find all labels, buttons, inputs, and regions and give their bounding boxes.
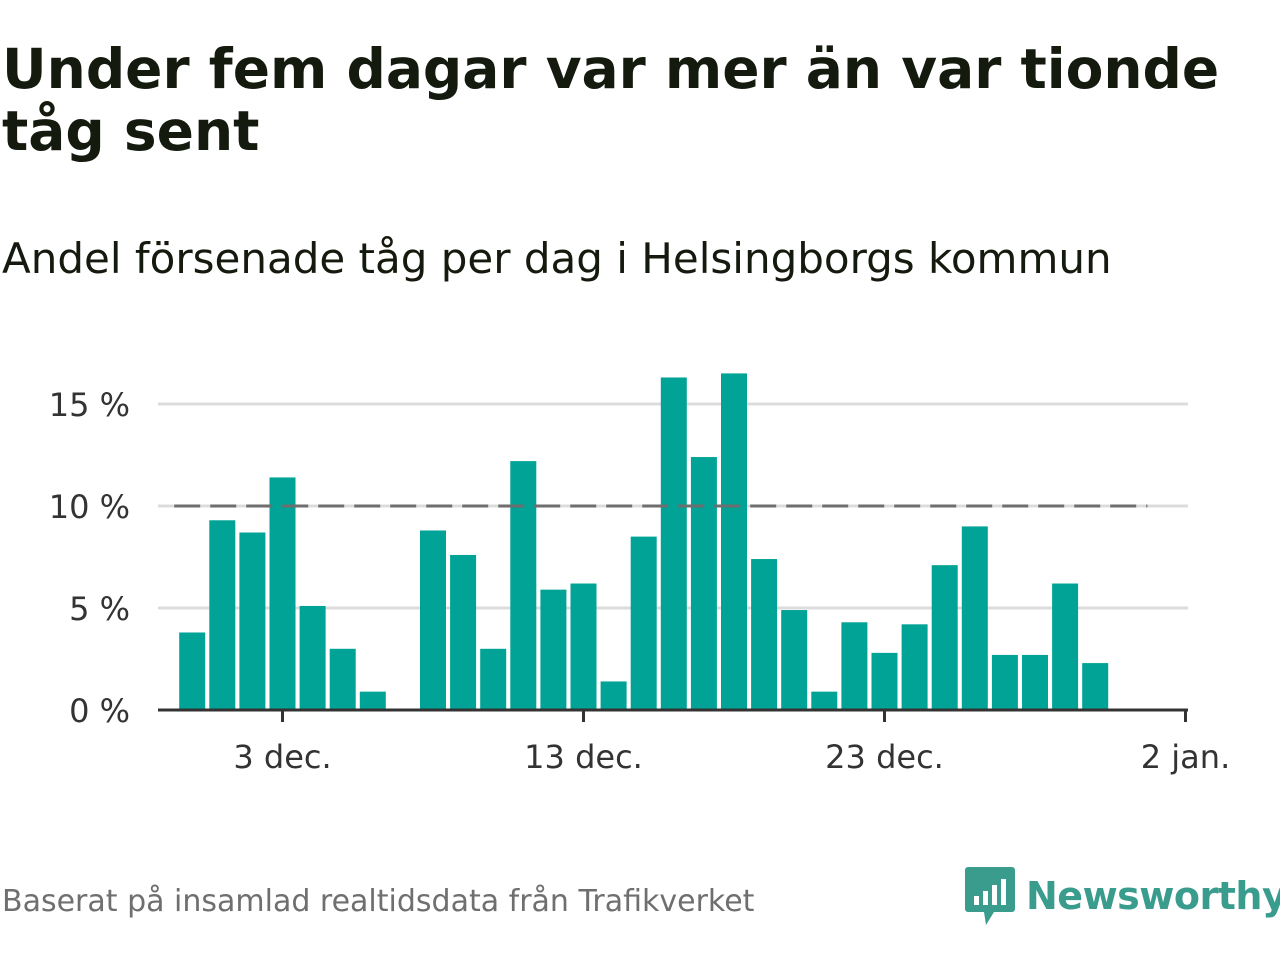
bar <box>450 554 477 710</box>
bar <box>660 377 687 710</box>
bar <box>359 691 386 710</box>
chart-subtitle: Andel försenade tåg per dag i Helsingbor… <box>2 234 1112 283</box>
bar <box>751 559 778 710</box>
bar <box>209 520 236 710</box>
bar <box>991 654 1018 710</box>
bar <box>570 583 597 710</box>
bar <box>510 461 537 710</box>
bar <box>1052 583 1079 710</box>
bar <box>721 373 747 710</box>
bar <box>269 477 296 710</box>
bar <box>690 457 717 710</box>
x-tick-label: 3 dec. <box>233 738 331 776</box>
chart-title: Under fem dagar var mer än var tionde tå… <box>2 37 1220 163</box>
newsworthy-logo: Newsworthy <box>964 864 1280 928</box>
bar <box>931 565 958 710</box>
newsworthy-logo-icon <box>965 867 1015 925</box>
bar <box>630 536 657 710</box>
y-tick-label: 5 % <box>69 590 130 628</box>
bar-chart: 0 % 5 % 10 % 15 % 3 dec. 13 dec. 23 dec. 2 jan. <box>49 373 1230 776</box>
bar <box>540 589 567 710</box>
x-tick-label: 13 dec. <box>524 738 643 776</box>
bar <box>600 681 627 710</box>
bar <box>299 605 326 710</box>
x-tick-label: 2 jan. <box>1141 738 1230 776</box>
bar <box>901 624 928 710</box>
x-tick-label: 23 dec. <box>825 738 944 776</box>
bar <box>179 632 206 710</box>
brand-name: Newsworthy <box>1026 874 1280 918</box>
bar <box>961 526 988 710</box>
bar <box>329 648 356 710</box>
bar <box>1082 663 1109 710</box>
bar <box>1022 654 1048 710</box>
bar <box>480 648 507 710</box>
bar <box>420 530 446 710</box>
bar <box>871 652 898 710</box>
bar <box>781 610 808 710</box>
bar <box>239 532 266 710</box>
bar <box>841 622 868 710</box>
y-tick-label: 10 % <box>49 488 130 526</box>
source-note: Baserat på insamlad realtidsdata från Tr… <box>2 884 755 919</box>
y-tick-label: 15 % <box>49 386 130 424</box>
bar <box>811 691 838 710</box>
y-tick-label: 0 % <box>69 692 130 730</box>
